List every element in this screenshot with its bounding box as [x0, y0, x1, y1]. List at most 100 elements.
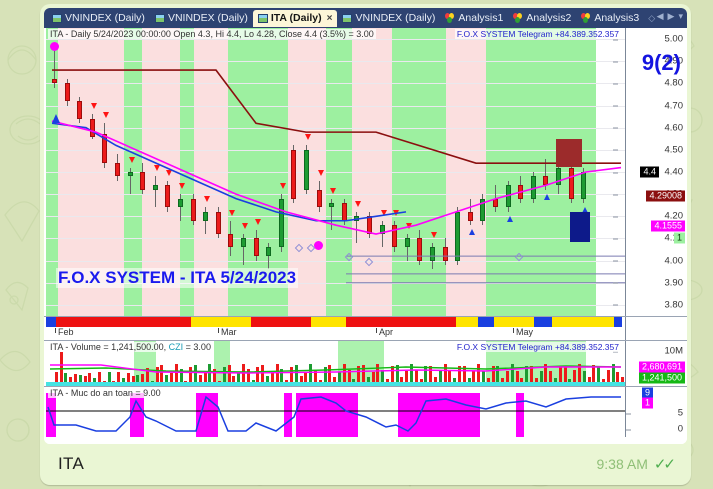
sell-arrow-icon [254, 218, 261, 225]
tab-vnindex-daily-1[interactable]: VNINDEX (Daily) [47, 10, 150, 27]
tab-analysis2[interactable]: Analysis2 [508, 10, 576, 27]
chart-watermark: F.O.X SYSTEM - ITA 5/24/2023 [56, 268, 299, 288]
volume-bar [126, 373, 130, 386]
volume-bar [592, 365, 596, 386]
price-pane-brand: F.O.X SYSTEM Telegram +84.389.352.357 [454, 29, 621, 39]
chart-tab-bar[interactable]: VNINDEX (Daily) VNINDEX (Daily) ITA (Dai… [44, 8, 687, 28]
volume-zone [134, 341, 156, 386]
volume-bar [232, 375, 236, 386]
volume-y-axis[interactable]: 10M 2,680,691 1,241,500 [611, 341, 687, 386]
volume-overlay [49, 364, 622, 374]
tab-label: ITA (Daily) [270, 12, 322, 24]
volume-bar [333, 376, 337, 386]
ribbon-segment [56, 317, 191, 327]
volume-bar [347, 369, 351, 386]
volume-bar [117, 372, 121, 386]
grid-line [46, 194, 626, 196]
price-pane[interactable]: ITA - Daily 5/24/2023 00:00:00 Open 4.3,… [44, 28, 687, 316]
ribbon-segment [534, 317, 552, 327]
price-y-axis[interactable]: 5.004.904.804.704.604.504.404.304.204.10… [613, 28, 687, 316]
volume-bar [88, 373, 92, 386]
grid-line [46, 260, 626, 262]
tab-next-icon[interactable]: ▶ [667, 11, 675, 21]
ribbon-segment [311, 317, 346, 327]
price-tick: 3.80 [613, 299, 683, 311]
volume-bar [213, 368, 217, 386]
sell-arrow-icon [166, 169, 173, 176]
price-tick: 4.70 [613, 100, 683, 112]
volume-bar [275, 364, 279, 386]
chat-message-bubble[interactable]: VNINDEX (Daily) VNINDEX (Daily) ITA (Dai… [40, 4, 691, 485]
grid-line [46, 127, 626, 129]
volume-bar [83, 375, 87, 386]
tab-menu-icon[interactable]: ▾ [678, 11, 683, 21]
volume-pane[interactable]: ITA - Volume = 1,241,500.00, CZI = 3.00 … [44, 340, 687, 386]
tab-prev-icon[interactable]: ◀ [656, 11, 664, 21]
pin-icon[interactable]: ◇ [648, 12, 656, 23]
volume-bar [448, 370, 452, 386]
grid-line [46, 172, 626, 173]
price-value-badge: 1 [673, 232, 685, 244]
balloon-icon [445, 13, 455, 23]
volume-bar [54, 372, 58, 386]
volume-bar [261, 364, 265, 386]
sell-arrow-icon [204, 196, 211, 203]
sell-arrow-icon [242, 223, 248, 230]
sell-arrow-icon [305, 134, 311, 141]
volume-bar [155, 367, 159, 386]
grid-line [46, 304, 626, 306]
sell-arrow-icon [279, 183, 286, 190]
buy-arrow-icon [506, 215, 513, 222]
volume-bar [74, 374, 77, 386]
tab-label: Analysis1 [458, 12, 504, 24]
balloon-icon [513, 13, 523, 23]
volume-bar [362, 365, 365, 386]
volume-info-c: = 3.00 [183, 342, 211, 352]
volume-bar [458, 365, 461, 386]
volume-pane-info: ITA - Volume = 1,241,500.00, CZI = 3.00 [48, 342, 213, 352]
tab-ita-daily[interactable]: ITA (Daily) × [252, 9, 338, 27]
tab-analysis1[interactable]: Analysis1 [440, 10, 508, 27]
sell-arrow-icon [355, 200, 362, 207]
volume-bar [141, 374, 145, 386]
grid-line [46, 238, 626, 240]
sell-arrow-icon [128, 156, 135, 163]
volume-bar [78, 375, 82, 386]
volume-bar [208, 364, 212, 386]
volume-bar [381, 369, 385, 386]
ribbon-segment [46, 317, 56, 327]
magenta-marker [50, 41, 59, 51]
date-axis-spacer [625, 327, 687, 340]
indicator-plot-area[interactable] [46, 387, 626, 437]
tab-vnindex-daily-3[interactable]: VNINDEX (Daily) [337, 10, 440, 27]
indicator-tick: 5 [622, 407, 683, 419]
volume-bar [582, 371, 586, 386]
grid-line [46, 105, 626, 107]
tab-navigation[interactable]: ◀ ▶ ▾ [657, 11, 683, 22]
chart-image-attachment[interactable]: VNINDEX (Daily) VNINDEX (Daily) ITA (Dai… [44, 8, 687, 444]
close-icon[interactable]: × [326, 12, 333, 24]
tab-vnindex-daily-2[interactable]: VNINDEX (Daily) [150, 10, 253, 27]
volume-plot-area[interactable] [46, 341, 626, 386]
volume-bar [405, 371, 409, 386]
price-value-badge: 4.29008 [646, 190, 685, 202]
safety-block [516, 393, 524, 437]
overlay-indicators [51, 69, 626, 284]
sell-arrow-icon [90, 103, 97, 110]
volume-bar [270, 372, 274, 386]
grid-line [46, 282, 626, 284]
volume-bar [563, 366, 567, 386]
tab-analysis3[interactable]: Analysis3 [576, 10, 644, 27]
tab-label: Analysis3 [594, 12, 640, 24]
price-tick: 4.50 [613, 144, 683, 156]
ribbon-segment [614, 317, 622, 327]
volume-bar [304, 372, 308, 386]
volume-bar [256, 366, 260, 386]
signal-ribbon [46, 317, 626, 327]
indicator-value-badge: 9 [641, 387, 653, 399]
date-axis: Feb Mar Apr May [46, 327, 626, 340]
tab-label: VNINDEX (Daily) [167, 12, 248, 24]
grid-line [46, 39, 626, 41]
